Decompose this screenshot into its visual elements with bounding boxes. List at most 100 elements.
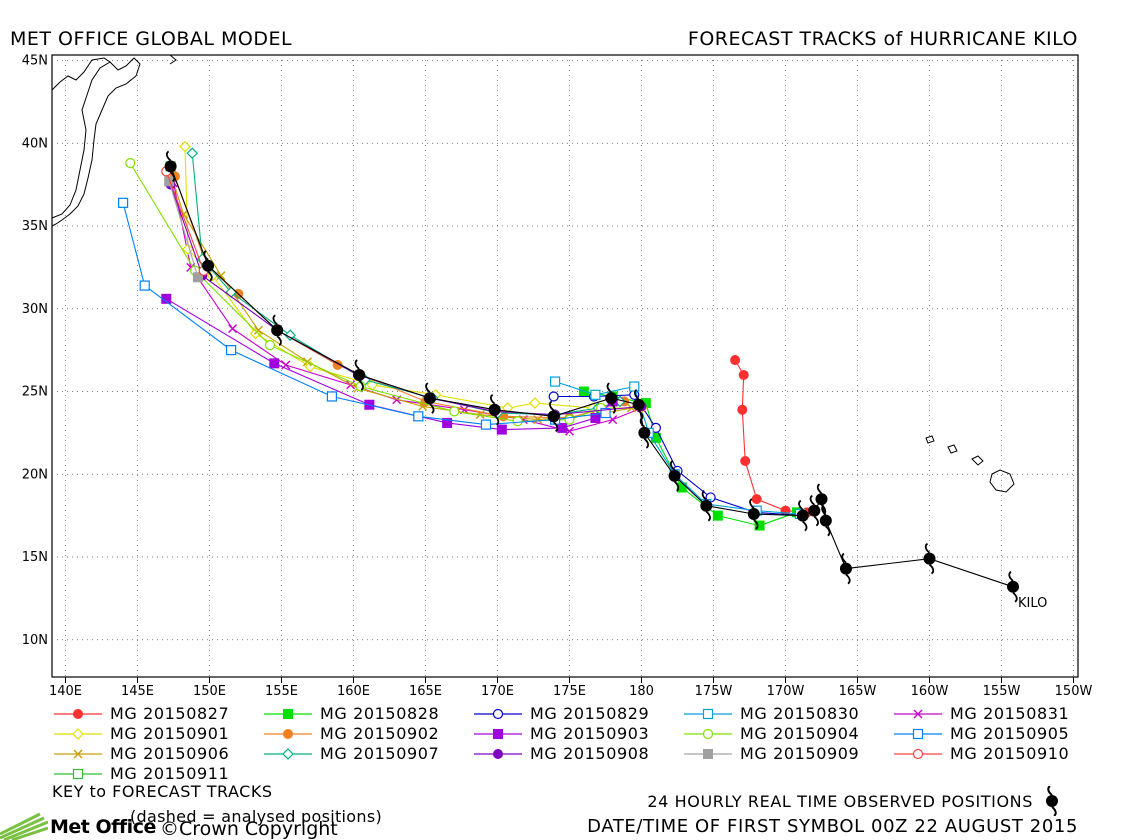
track-point bbox=[179, 140, 191, 153]
lat-label: 25N bbox=[22, 385, 48, 400]
hurricane-arm bbox=[809, 494, 815, 506]
hurricane-arm bbox=[165, 150, 172, 162]
legend-swatch bbox=[684, 728, 732, 740]
hurricane-arm bbox=[358, 380, 364, 391]
track-point bbox=[139, 280, 150, 291]
legend-label: MG 20150831 bbox=[950, 704, 1070, 723]
hurricane-symbol bbox=[632, 388, 645, 421]
hurricane-arm bbox=[816, 483, 823, 494]
legend-label: MG 20150907 bbox=[320, 744, 440, 763]
hurricane-symbol bbox=[700, 489, 713, 522]
hurricane-arm bbox=[802, 520, 808, 532]
legend-swatch bbox=[54, 749, 102, 759]
legend-swatch bbox=[894, 748, 942, 760]
hurricane-symbol bbox=[271, 314, 284, 347]
hurricane-symbol bbox=[423, 382, 436, 414]
coast-hokkaido bbox=[93, 57, 141, 141]
hurricane-arm bbox=[928, 563, 935, 575]
track-point bbox=[600, 407, 611, 419]
hurricane-arm bbox=[354, 359, 360, 370]
coast-japan bbox=[51, 57, 111, 219]
hurricane-arm bbox=[272, 314, 278, 325]
hurricane-eye bbox=[819, 514, 832, 527]
legend-label: MG 20150901 bbox=[110, 724, 230, 743]
hurricane-symbol bbox=[796, 499, 809, 532]
lon-label: 165W bbox=[839, 684, 877, 699]
hurricane-eye bbox=[796, 509, 809, 522]
hurricane-symbol bbox=[815, 483, 828, 515]
hurricane-arm bbox=[429, 403, 435, 414]
lon-label: 160E bbox=[337, 684, 370, 699]
hurricane-arm bbox=[674, 481, 680, 492]
hurricane-symbol bbox=[202, 249, 215, 282]
hurricane-symbol bbox=[668, 460, 681, 492]
legend-swatch-marker bbox=[72, 728, 84, 740]
first-symbol-datetime: DATE/TIME OF FIRST SYMBOL 00Z 22 AUGUST … bbox=[587, 816, 1078, 837]
met-office-logo: Met Office ©Crown Copyright bbox=[0, 808, 400, 840]
hurricane-arm bbox=[489, 393, 496, 405]
hurricane-symbol bbox=[839, 552, 852, 585]
hurricane-eye bbox=[747, 507, 760, 520]
coastlines bbox=[51, 54, 1015, 493]
hurricane-symbol bbox=[164, 150, 177, 183]
legend-swatch-marker bbox=[283, 709, 293, 719]
legend-key-title: KEY to FORECAST TRACKS bbox=[52, 782, 273, 801]
hurricane-eye bbox=[700, 499, 713, 512]
hurricane-arm bbox=[705, 510, 711, 522]
hurricane-symbol bbox=[547, 400, 560, 433]
lat-label: 20N bbox=[22, 467, 48, 482]
lon-label: 140E bbox=[49, 684, 82, 699]
hurricane-symbol bbox=[353, 359, 366, 391]
track-point bbox=[284, 329, 296, 342]
track-line bbox=[129, 162, 602, 422]
track-point bbox=[326, 391, 337, 402]
lon-label: 160W bbox=[911, 684, 949, 699]
hurricane-symbol bbox=[923, 542, 936, 575]
title-right: FORECAST TRACKS of HURRICANE KILO bbox=[687, 28, 1078, 50]
island-hawaii bbox=[989, 469, 1015, 493]
track-point bbox=[449, 406, 460, 417]
hurricane-arm bbox=[813, 515, 819, 527]
hurricane-arm bbox=[1012, 592, 1018, 603]
legend-swatch bbox=[264, 748, 312, 760]
track-point bbox=[161, 293, 172, 304]
legend-swatch-marker bbox=[283, 729, 293, 739]
track-point bbox=[192, 272, 203, 283]
track-line bbox=[165, 171, 205, 271]
logo-text: Met Office bbox=[50, 816, 156, 838]
track-point bbox=[629, 381, 640, 392]
lon-label: 175E bbox=[553, 684, 586, 699]
legend-label: MG 20150909 bbox=[740, 744, 860, 763]
track-point bbox=[676, 482, 687, 493]
hurricane-eye bbox=[423, 392, 436, 405]
lon-label: 175W bbox=[695, 684, 733, 699]
storm-label: KILO bbox=[1018, 596, 1047, 611]
track-line bbox=[168, 181, 199, 278]
hurricane-eye bbox=[632, 398, 645, 411]
hurricane-eye bbox=[638, 426, 651, 439]
track-mg-20150904 bbox=[125, 158, 607, 427]
track-mg-20150909 bbox=[164, 176, 203, 283]
hurricane-arm bbox=[553, 421, 559, 433]
hurricane-arm bbox=[845, 573, 851, 585]
legend-label: MG 20150904 bbox=[740, 724, 860, 743]
hurricane-arm bbox=[203, 249, 209, 261]
legend-swatch bbox=[474, 729, 522, 739]
hurricane-eye bbox=[839, 562, 852, 575]
track-point bbox=[754, 520, 765, 531]
lat-label: 45N bbox=[22, 54, 48, 69]
legend-label: MG 20150906 bbox=[110, 744, 230, 763]
coast-honshu-east bbox=[51, 139, 95, 227]
hurricane-arm bbox=[425, 382, 431, 393]
legend-label: MG 20150908 bbox=[530, 744, 650, 763]
track-point bbox=[117, 197, 129, 208]
hurricane-arm bbox=[207, 271, 213, 282]
met-office-wave-icon bbox=[0, 812, 48, 840]
track-point bbox=[590, 412, 601, 423]
island-oahu bbox=[947, 444, 958, 454]
legend-swatch-marker bbox=[913, 709, 923, 719]
hurricane-eye bbox=[164, 160, 177, 173]
track-point bbox=[186, 147, 199, 160]
legend-swatch-marker bbox=[912, 748, 924, 760]
